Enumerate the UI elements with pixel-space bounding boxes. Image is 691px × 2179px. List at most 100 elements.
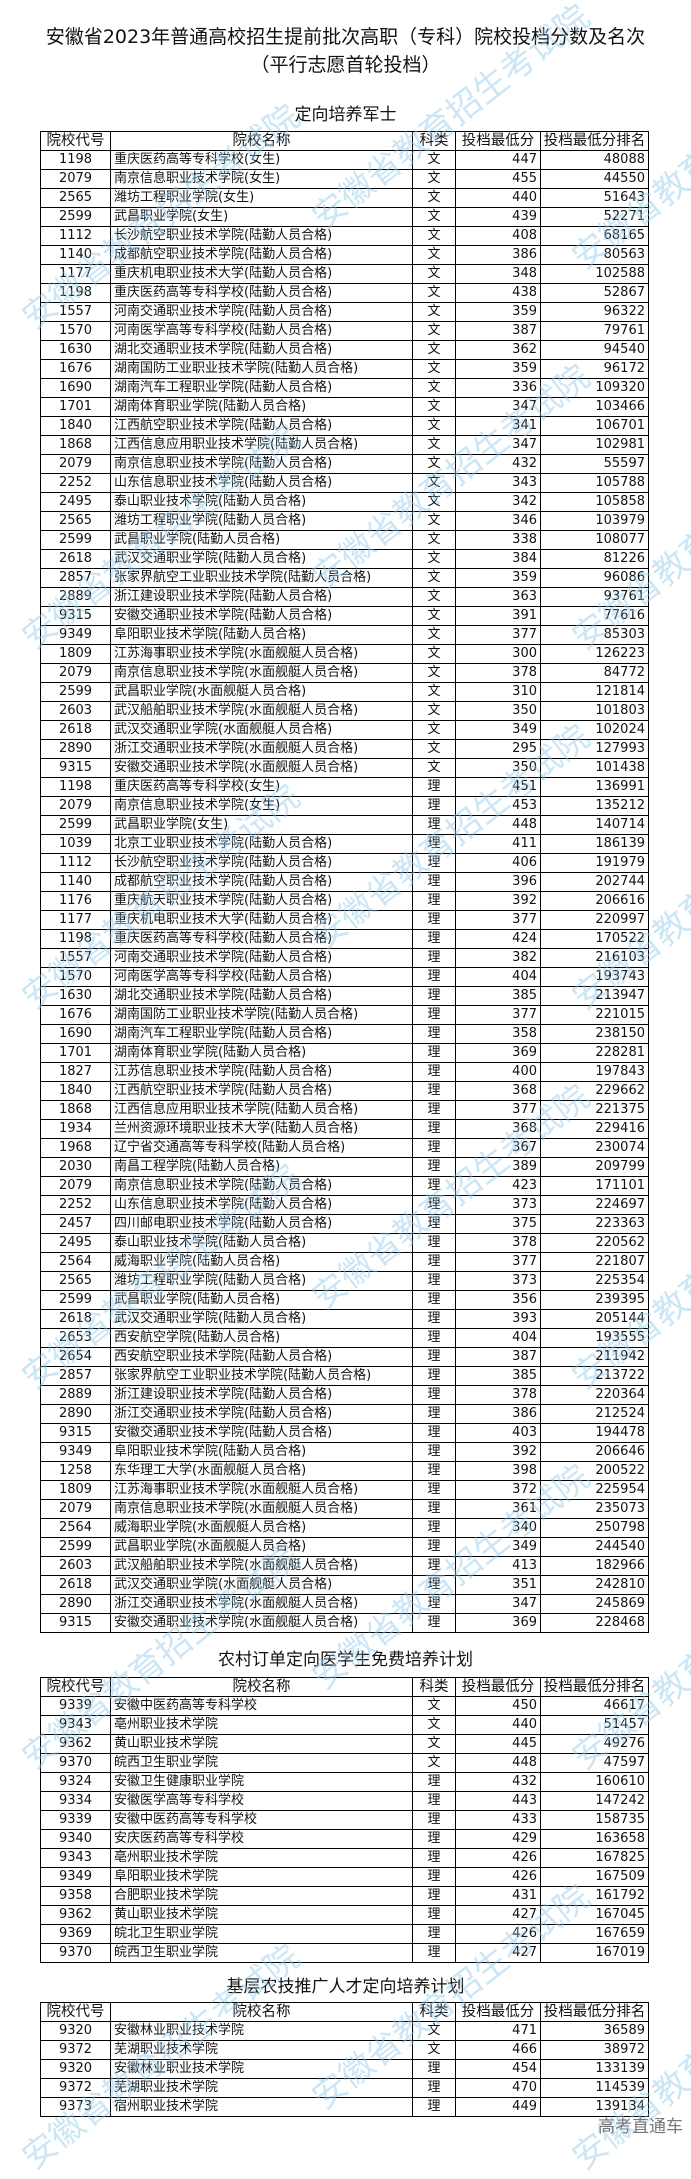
cell-score: 426 <box>455 1924 541 1944</box>
cell-code: 1630 <box>40 340 111 360</box>
cell-name: 阜阳职业技术学院 <box>110 1867 413 1887</box>
cell-rank: 79761 <box>540 321 649 341</box>
cell-rank: 102024 <box>540 720 649 740</box>
cell-rank: 84772 <box>540 663 649 683</box>
cell-rank: 221807 <box>540 1252 649 1272</box>
column-header-code: 院校代号 <box>40 131 111 151</box>
cell-score: 448 <box>455 815 541 835</box>
cell-rank: 80563 <box>540 245 649 265</box>
cell-code: 9339 <box>40 1810 111 1830</box>
cell-type: 理 <box>412 1556 456 1576</box>
cell-type: 理 <box>412 2097 456 2117</box>
cell-name: 安徽交通职业技术学院(水面舰艇人员合格) <box>110 758 413 778</box>
cell-type: 文 <box>412 758 456 778</box>
table-row: 1112 长沙航空职业技术学院(陆勤人员合格) 文 408 68165 <box>40 226 649 246</box>
cell-rank: 194478 <box>540 1423 649 1443</box>
cell-code: 2079 <box>40 663 111 683</box>
cell-name: 安徽中医药高等专科学校 <box>110 1696 413 1716</box>
cell-name: 重庆航天职业技术学院(陆勤人员合格) <box>110 891 413 911</box>
cell-type: 理 <box>412 1594 456 1614</box>
table-row: 9339 安徽中医药高等专科学校文 450 46617 <box>40 1696 649 1716</box>
cell-name: 皖西卫生职业学院 <box>110 1753 413 1773</box>
cell-rank: 221375 <box>540 1100 649 1120</box>
cell-code: 2890 <box>40 739 111 759</box>
cell-type: 文 <box>412 625 456 645</box>
cell-rank: 238150 <box>540 1024 649 1044</box>
cell-code: 2252 <box>40 473 111 493</box>
cell-rank: 102588 <box>540 264 649 284</box>
cell-code: 9334 <box>40 1791 111 1811</box>
cell-score: 385 <box>455 1366 541 1386</box>
cell-score: 300 <box>455 644 541 664</box>
cell-score: 451 <box>455 777 541 797</box>
table-row: 1701 湖南体育职业学院(陆勤人员合格) 理 369 228281 <box>40 1043 649 1063</box>
cell-score: 455 <box>455 169 541 189</box>
cell-rank: 105858 <box>540 492 649 512</box>
table-row: 2618 武汉交通职业学院(水面舰艇人员合格) 文 349 102024 <box>40 720 649 740</box>
cell-name: 武昌职业学院(水面舰艇人员合格) <box>110 1537 413 1557</box>
cell-type: 理 <box>412 834 456 854</box>
cell-name: 潍坊工程职业学院(女生) <box>110 188 413 208</box>
cell-type: 文 <box>412 245 456 265</box>
cell-rank: 206616 <box>540 891 649 911</box>
cell-rank: 160610 <box>540 1772 649 1792</box>
cell-code: 9372 <box>40 2040 111 2060</box>
cell-rank: 235073 <box>540 1499 649 1519</box>
cell-score: 382 <box>455 948 541 968</box>
cell-type: 理 <box>412 929 456 949</box>
table-row: 1690 湖南汽车工程职业学院(陆勤人员合格) 文 336 109320 <box>40 378 649 398</box>
cell-rank: 103979 <box>540 511 649 531</box>
cell-score: 356 <box>455 1290 541 1310</box>
cell-score: 385 <box>455 986 541 1006</box>
cell-rank: 106701 <box>540 416 649 436</box>
table-row: 1827 江苏信息职业技术学院(陆勤人员合格) 理 400 197843 <box>40 1062 649 1082</box>
cell-score: 369 <box>455 1043 541 1063</box>
cell-type: 文 <box>412 359 456 379</box>
cell-type: 文 <box>412 264 456 284</box>
column-header-score: 投档最低分 <box>455 1677 541 1697</box>
cell-score: 427 <box>455 1905 541 1925</box>
cell-type: 理 <box>412 1461 456 1481</box>
cell-code: 2618 <box>40 1575 111 1595</box>
table-row: 2079 南京信息职业技术学院(水面舰艇人员合格) 理 361 235073 <box>40 1499 649 1519</box>
cell-type: 文 <box>412 492 456 512</box>
cell-type: 文 <box>412 701 456 721</box>
table-row: 9315 安徽交通职业技术学院(水面舰艇人员合格) 文 350 101438 <box>40 758 649 778</box>
cell-code: 1809 <box>40 1480 111 1500</box>
table-row: 9340 安庆医药高等专科学校理 429 163658 <box>40 1829 649 1849</box>
cell-code: 1868 <box>40 1100 111 1120</box>
cell-name: 安徽中医药高等专科学校 <box>110 1810 413 1830</box>
cell-score: 438 <box>455 283 541 303</box>
cell-type: 理 <box>412 1176 456 1196</box>
table-row: 1868 江西信息应用职业技术学院(陆勤人员合格) 理 377 221375 <box>40 1100 649 1120</box>
cell-score: 454 <box>455 2059 541 2079</box>
cell-score: 369 <box>455 1613 541 1633</box>
cell-rank: 46617 <box>540 1696 649 1716</box>
cell-name: 亳州职业技术学院 <box>110 1848 413 1868</box>
cell-code: 2495 <box>40 1233 111 1253</box>
table-row: 2603 武汉船舶职业技术学院(水面舰艇人员合格) 文 350 101803 <box>40 701 649 721</box>
cell-score: 351 <box>455 1575 541 1595</box>
table-row: 2618 武汉交通职业学院(水面舰艇人员合格) 理 351 242810 <box>40 1575 649 1595</box>
cell-score: 338 <box>455 530 541 550</box>
cell-name: 张家界航空工业职业技术学院(陆勤人员合格) <box>110 568 413 588</box>
cell-score: 348 <box>455 264 541 284</box>
cell-name: 威海职业学院(陆勤人员合格) <box>110 1252 413 1272</box>
cell-score: 389 <box>455 1157 541 1177</box>
cell-name: 安徽交通职业技术学院(陆勤人员合格) <box>110 1423 413 1443</box>
cell-score: 295 <box>455 739 541 759</box>
cell-code: 1198 <box>40 283 111 303</box>
cell-score: 347 <box>455 397 541 417</box>
cell-rank: 68165 <box>540 226 649 246</box>
cell-type: 理 <box>412 853 456 873</box>
cell-type: 文 <box>412 720 456 740</box>
cell-type: 理 <box>412 1943 456 1963</box>
cell-rank: 224697 <box>540 1195 649 1215</box>
cell-code: 1140 <box>40 872 111 892</box>
cell-code: 1701 <box>40 397 111 417</box>
cell-type: 文 <box>412 1753 456 1773</box>
cell-score: 310 <box>455 682 541 702</box>
cell-name: 江西航空职业技术学院(陆勤人员合格) <box>110 416 413 436</box>
cell-score: 445 <box>455 1734 541 1754</box>
cell-rank: 147242 <box>540 1791 649 1811</box>
